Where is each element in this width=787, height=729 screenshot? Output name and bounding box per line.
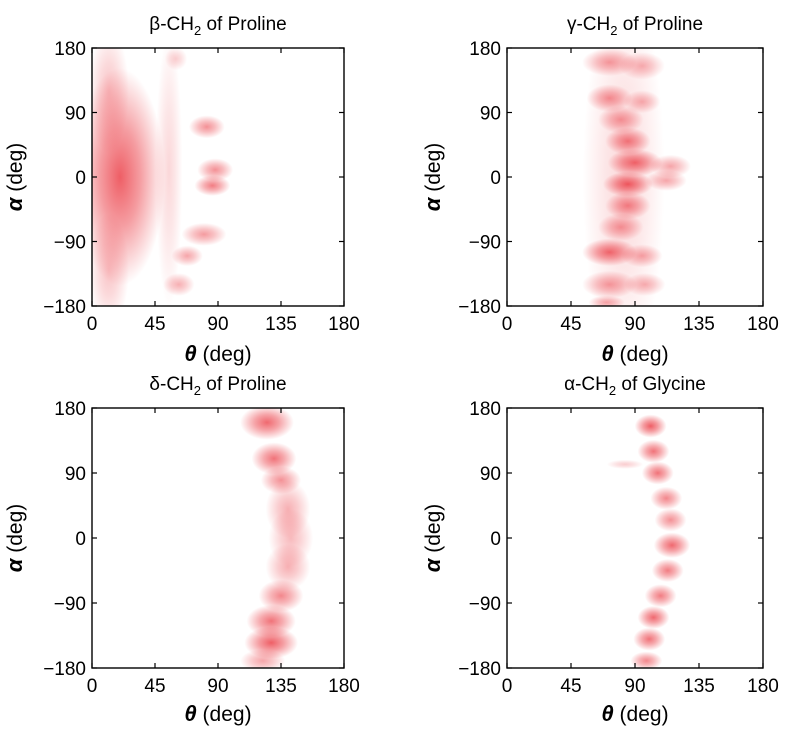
density-region — [181, 222, 227, 246]
tick-marks: 0 45 90 135 180 −180 −90 0 90 180 — [458, 399, 779, 697]
panel-delta-ch2-proline: δ-CH2 of Proline 0 45 90 135 180 −180 −90 0 90 18… — [2, 374, 360, 726]
y-axis-label: α (deg) — [2, 143, 27, 212]
density-region — [251, 442, 297, 475]
y-tick-label: −90 — [54, 594, 86, 615]
density-region — [171, 245, 203, 267]
y-tick-label: −180 — [43, 659, 86, 680]
density-region — [650, 486, 683, 510]
x-tick-label: 0 — [87, 314, 98, 335]
y-tick-label: −180 — [458, 297, 501, 318]
density-region — [240, 408, 294, 440]
density-region — [164, 48, 188, 71]
x-tick-label: 45 — [560, 314, 581, 335]
x-tick-label: 135 — [265, 676, 297, 697]
x-tick-label: 45 — [560, 676, 581, 697]
y-tick-label: 180 — [54, 399, 86, 420]
x-tick-label: 180 — [747, 314, 779, 335]
y-tick-label: 90 — [65, 464, 86, 485]
tick-marks: 0 45 90 135 180 −180 −90 0 90 180 — [43, 399, 360, 697]
x-tick-label: 135 — [683, 314, 715, 335]
x-tick-label: 90 — [624, 676, 645, 697]
x-tick-label: 0 — [502, 676, 513, 697]
panel-title: β-CH2 of Proline — [149, 14, 287, 38]
y-tick-label: 90 — [65, 104, 86, 125]
y-tick-label: 180 — [469, 39, 501, 60]
density-layer — [240, 408, 314, 668]
density-region — [633, 627, 666, 651]
density-region — [92, 48, 129, 155]
y-tick-label: 90 — [480, 464, 501, 485]
y-tick-label: 180 — [469, 399, 501, 420]
y-tick-label: −180 — [458, 659, 501, 680]
density-region — [641, 461, 674, 485]
density-layer — [582, 48, 692, 306]
density-region — [653, 532, 691, 558]
y-tick-label: 90 — [480, 104, 501, 125]
panel-beta-ch2-proline: β-CH2 of Proline 0 45 90 135 180 −180 −90 0 90 18… — [2, 14, 360, 366]
density-region — [634, 414, 667, 438]
panel-title: δ-CH2 of Proline — [149, 374, 286, 398]
density-region — [651, 558, 684, 583]
density-region — [163, 273, 195, 296]
density-region — [606, 459, 644, 469]
density-region — [92, 212, 129, 306]
y-tick-label: 180 — [54, 39, 86, 60]
density-region — [155, 48, 183, 306]
density-region — [188, 115, 225, 139]
density-region — [582, 48, 665, 306]
density-region — [258, 579, 304, 612]
y-tick-label: 0 — [75, 529, 86, 550]
y-tick-label: 0 — [490, 529, 501, 550]
density-layer — [92, 48, 234, 306]
x-tick-label: 180 — [328, 314, 360, 335]
x-tick-label: 135 — [265, 314, 297, 335]
x-tick-label: 135 — [683, 676, 715, 697]
density-region — [637, 605, 670, 629]
x-tick-label: 45 — [144, 676, 165, 697]
axes-box — [506, 407, 764, 669]
y-tick-label: −90 — [469, 233, 501, 254]
y-tick-label: 0 — [75, 168, 86, 189]
density-region — [265, 543, 311, 591]
density-region — [637, 439, 670, 463]
x-tick-label: 90 — [624, 314, 645, 335]
density-region — [630, 651, 663, 668]
y-axis-label: α (deg) — [420, 504, 445, 573]
x-tick-label: 90 — [207, 676, 228, 697]
density-region — [644, 584, 677, 608]
x-tick-label: 180 — [747, 676, 779, 697]
tick-marks: 0 45 90 135 180 −180 −90 0 90 180 — [458, 39, 779, 335]
x-tick-label: 0 — [502, 314, 513, 335]
density-region — [654, 508, 687, 532]
density-region — [197, 158, 234, 182]
y-tick-label: −90 — [54, 233, 86, 254]
tick-marks: 0 45 90 135 180 −180 −90 0 90 180 — [43, 39, 360, 335]
x-axis-label: θ (deg) — [184, 341, 251, 366]
y-axis-label: α (deg) — [2, 504, 27, 573]
y-tick-label: −180 — [43, 297, 86, 318]
x-axis-label: θ (deg) — [601, 701, 668, 726]
y-tick-label: −90 — [469, 594, 501, 615]
panel-title: α-CH2 of Glycine — [564, 374, 706, 398]
x-axis-label: θ (deg) — [184, 701, 251, 726]
density-region — [194, 175, 231, 196]
density-layer — [606, 414, 691, 668]
y-tick-label: 0 — [490, 168, 501, 189]
x-tick-label: 0 — [87, 676, 98, 697]
panel-alpha-ch2-glycine: α-CH2 of Glycine 0 45 90 135 180 −180 −90 0 90 18… — [420, 374, 779, 726]
x-tick-label: 45 — [144, 314, 165, 335]
x-tick-label: 90 — [207, 314, 228, 335]
panel-gamma-ch2-proline: γ-CH2 of Proline 0 45 90 135 180 −180 −90 0 90 18… — [420, 14, 779, 366]
panel-title: γ-CH2 of Proline — [567, 14, 703, 38]
x-axis-label: θ (deg) — [601, 341, 668, 366]
density-region — [240, 649, 286, 668]
x-tick-label: 180 — [328, 676, 360, 697]
y-axis-label: α (deg) — [420, 143, 445, 212]
